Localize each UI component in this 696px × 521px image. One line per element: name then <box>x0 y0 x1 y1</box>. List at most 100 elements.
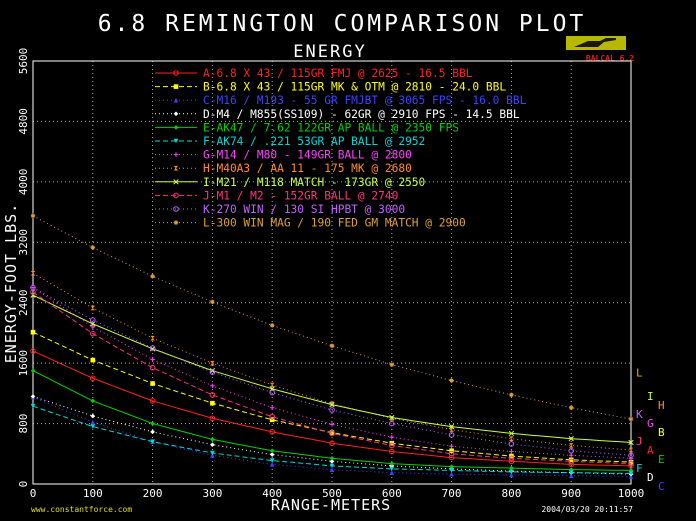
series-line <box>32 396 632 477</box>
series-end-label: F <box>636 462 643 475</box>
data-point <box>30 368 36 373</box>
y-axis-label: ENERGY-FOOT LBS. <box>2 203 20 364</box>
x-tick-label: 400 <box>262 487 282 500</box>
data-point <box>509 472 514 478</box>
series-line <box>32 395 632 475</box>
data-point <box>628 459 634 465</box>
data-point <box>210 450 215 456</box>
data-point <box>329 430 335 435</box>
data-point <box>568 405 574 411</box>
data-point <box>568 436 574 442</box>
data-point <box>30 394 36 399</box>
data-point <box>568 458 575 465</box>
data-point <box>329 467 335 472</box>
x-tick-label: 300 <box>202 487 222 500</box>
data-point <box>568 457 574 463</box>
data-point <box>269 448 275 454</box>
data-point <box>210 437 215 442</box>
legend-entry: H-M40A3 / AA 11 - 175 MK @ 2680 <box>155 162 412 175</box>
data-point <box>568 470 574 475</box>
data-point <box>389 420 395 427</box>
legend-entry: L-300 WIN MAG / 190 FED GM MATCH @ 2900 <box>155 217 466 230</box>
data-point <box>210 383 215 389</box>
data-point <box>269 389 276 396</box>
legend-entry: J-M1 / M2 - 152GR BALL @ 2740 <box>155 189 399 202</box>
legend-entry: C-M16 / M193 - 55 GR FMJBT @ 3065 FPS - … <box>155 94 527 107</box>
x-tick-label: 0 <box>30 487 37 500</box>
legend-label: H-M40A3 / AA 11 - 175 MK @ 2680 <box>203 162 412 175</box>
data-point <box>389 461 395 466</box>
data-point <box>568 473 574 478</box>
series-end-label: D <box>647 471 654 484</box>
series-k <box>30 284 634 459</box>
data-point <box>90 357 96 363</box>
balcal-logo: BALCAL 6.2 <box>566 36 634 63</box>
series-line <box>32 215 632 420</box>
series-end-label: E <box>658 453 665 466</box>
data-point <box>448 423 455 430</box>
series-line <box>32 350 632 467</box>
data-point <box>508 458 515 465</box>
data-point <box>30 270 36 276</box>
chart-title: 6.8 REMINGTON COMPARISON PLOT <box>98 11 587 37</box>
x-tick-label: 100 <box>83 487 103 500</box>
data-point <box>90 375 96 382</box>
series-end-label: I <box>647 390 654 403</box>
y-tick-label: 4000 <box>17 169 30 196</box>
data-point <box>568 452 574 458</box>
legend-label: B-6.8 X 43 / 115GR MK & OTM @ 2810 - 24.… <box>203 81 506 94</box>
data-point <box>90 413 96 419</box>
data-point <box>508 455 515 462</box>
series-line <box>32 287 632 456</box>
data-point <box>150 335 155 341</box>
legend-label: I-M21 / M118 MATCH - 173GR @ 2550 <box>203 176 426 189</box>
legend-label: F-AK74 / .221 53GR AP BALL @ 2952 <box>203 135 425 148</box>
data-point <box>90 324 96 330</box>
data-point <box>173 84 179 89</box>
legend-entry: F-AK74 / .221 53GR AP BALL @ 2952 <box>155 135 425 148</box>
data-point <box>508 430 515 437</box>
footer-timestamp: 2004/03/20 20:11:57 <box>541 505 633 514</box>
data-point <box>269 429 276 435</box>
series-f <box>30 403 634 476</box>
data-point <box>449 464 454 469</box>
series-end-label: H <box>658 399 665 412</box>
data-point <box>329 402 335 408</box>
data-point <box>628 439 634 446</box>
legend-label: E-AK47 / 7.62 122GR AP BALL @ 2350 FPS <box>203 121 459 134</box>
data-point <box>173 125 179 130</box>
data-point <box>329 422 335 427</box>
data-point <box>90 330 96 337</box>
x-tick-label: 600 <box>382 487 402 500</box>
data-point <box>173 70 179 76</box>
data-point <box>210 400 215 406</box>
data-point <box>30 284 36 291</box>
data-point <box>449 468 454 473</box>
legend-label: K-270 WIN / 130 SI HPBT @ 3000 <box>203 203 405 216</box>
data-point <box>173 192 179 199</box>
data-point <box>329 440 335 447</box>
y-tick-label: 800 <box>17 414 30 434</box>
data-point <box>389 442 395 449</box>
data-point <box>173 97 179 103</box>
legend-entry: E-AK47 / 7.62 122GR AP BALL @ 2350 FPS <box>155 121 459 134</box>
y-tick-label: 5600 <box>17 48 30 75</box>
series-a <box>30 348 634 469</box>
legend-label: L-300 WIN MAG / 190 FED GM MATCH @ 2900 <box>203 217 466 230</box>
chart-axes: 0 100 200 300 400 500 600 700 800 900 1000 0 800 1600… <box>17 48 644 500</box>
data-point <box>173 111 179 117</box>
data-point <box>448 454 455 461</box>
data-point <box>30 348 36 354</box>
data-point <box>568 443 574 448</box>
data-point <box>329 459 335 464</box>
series-g <box>30 285 634 461</box>
data-point <box>173 179 179 185</box>
data-point <box>150 273 155 279</box>
y-tick-label: 1600 <box>17 350 30 377</box>
chart-series: LIH KGB JAE FDC <box>30 213 665 493</box>
data-point <box>389 362 395 367</box>
data-point <box>628 468 634 473</box>
x-tick-label: 700 <box>442 487 462 500</box>
x-tick-label: 500 <box>322 487 342 500</box>
data-point <box>329 456 335 461</box>
